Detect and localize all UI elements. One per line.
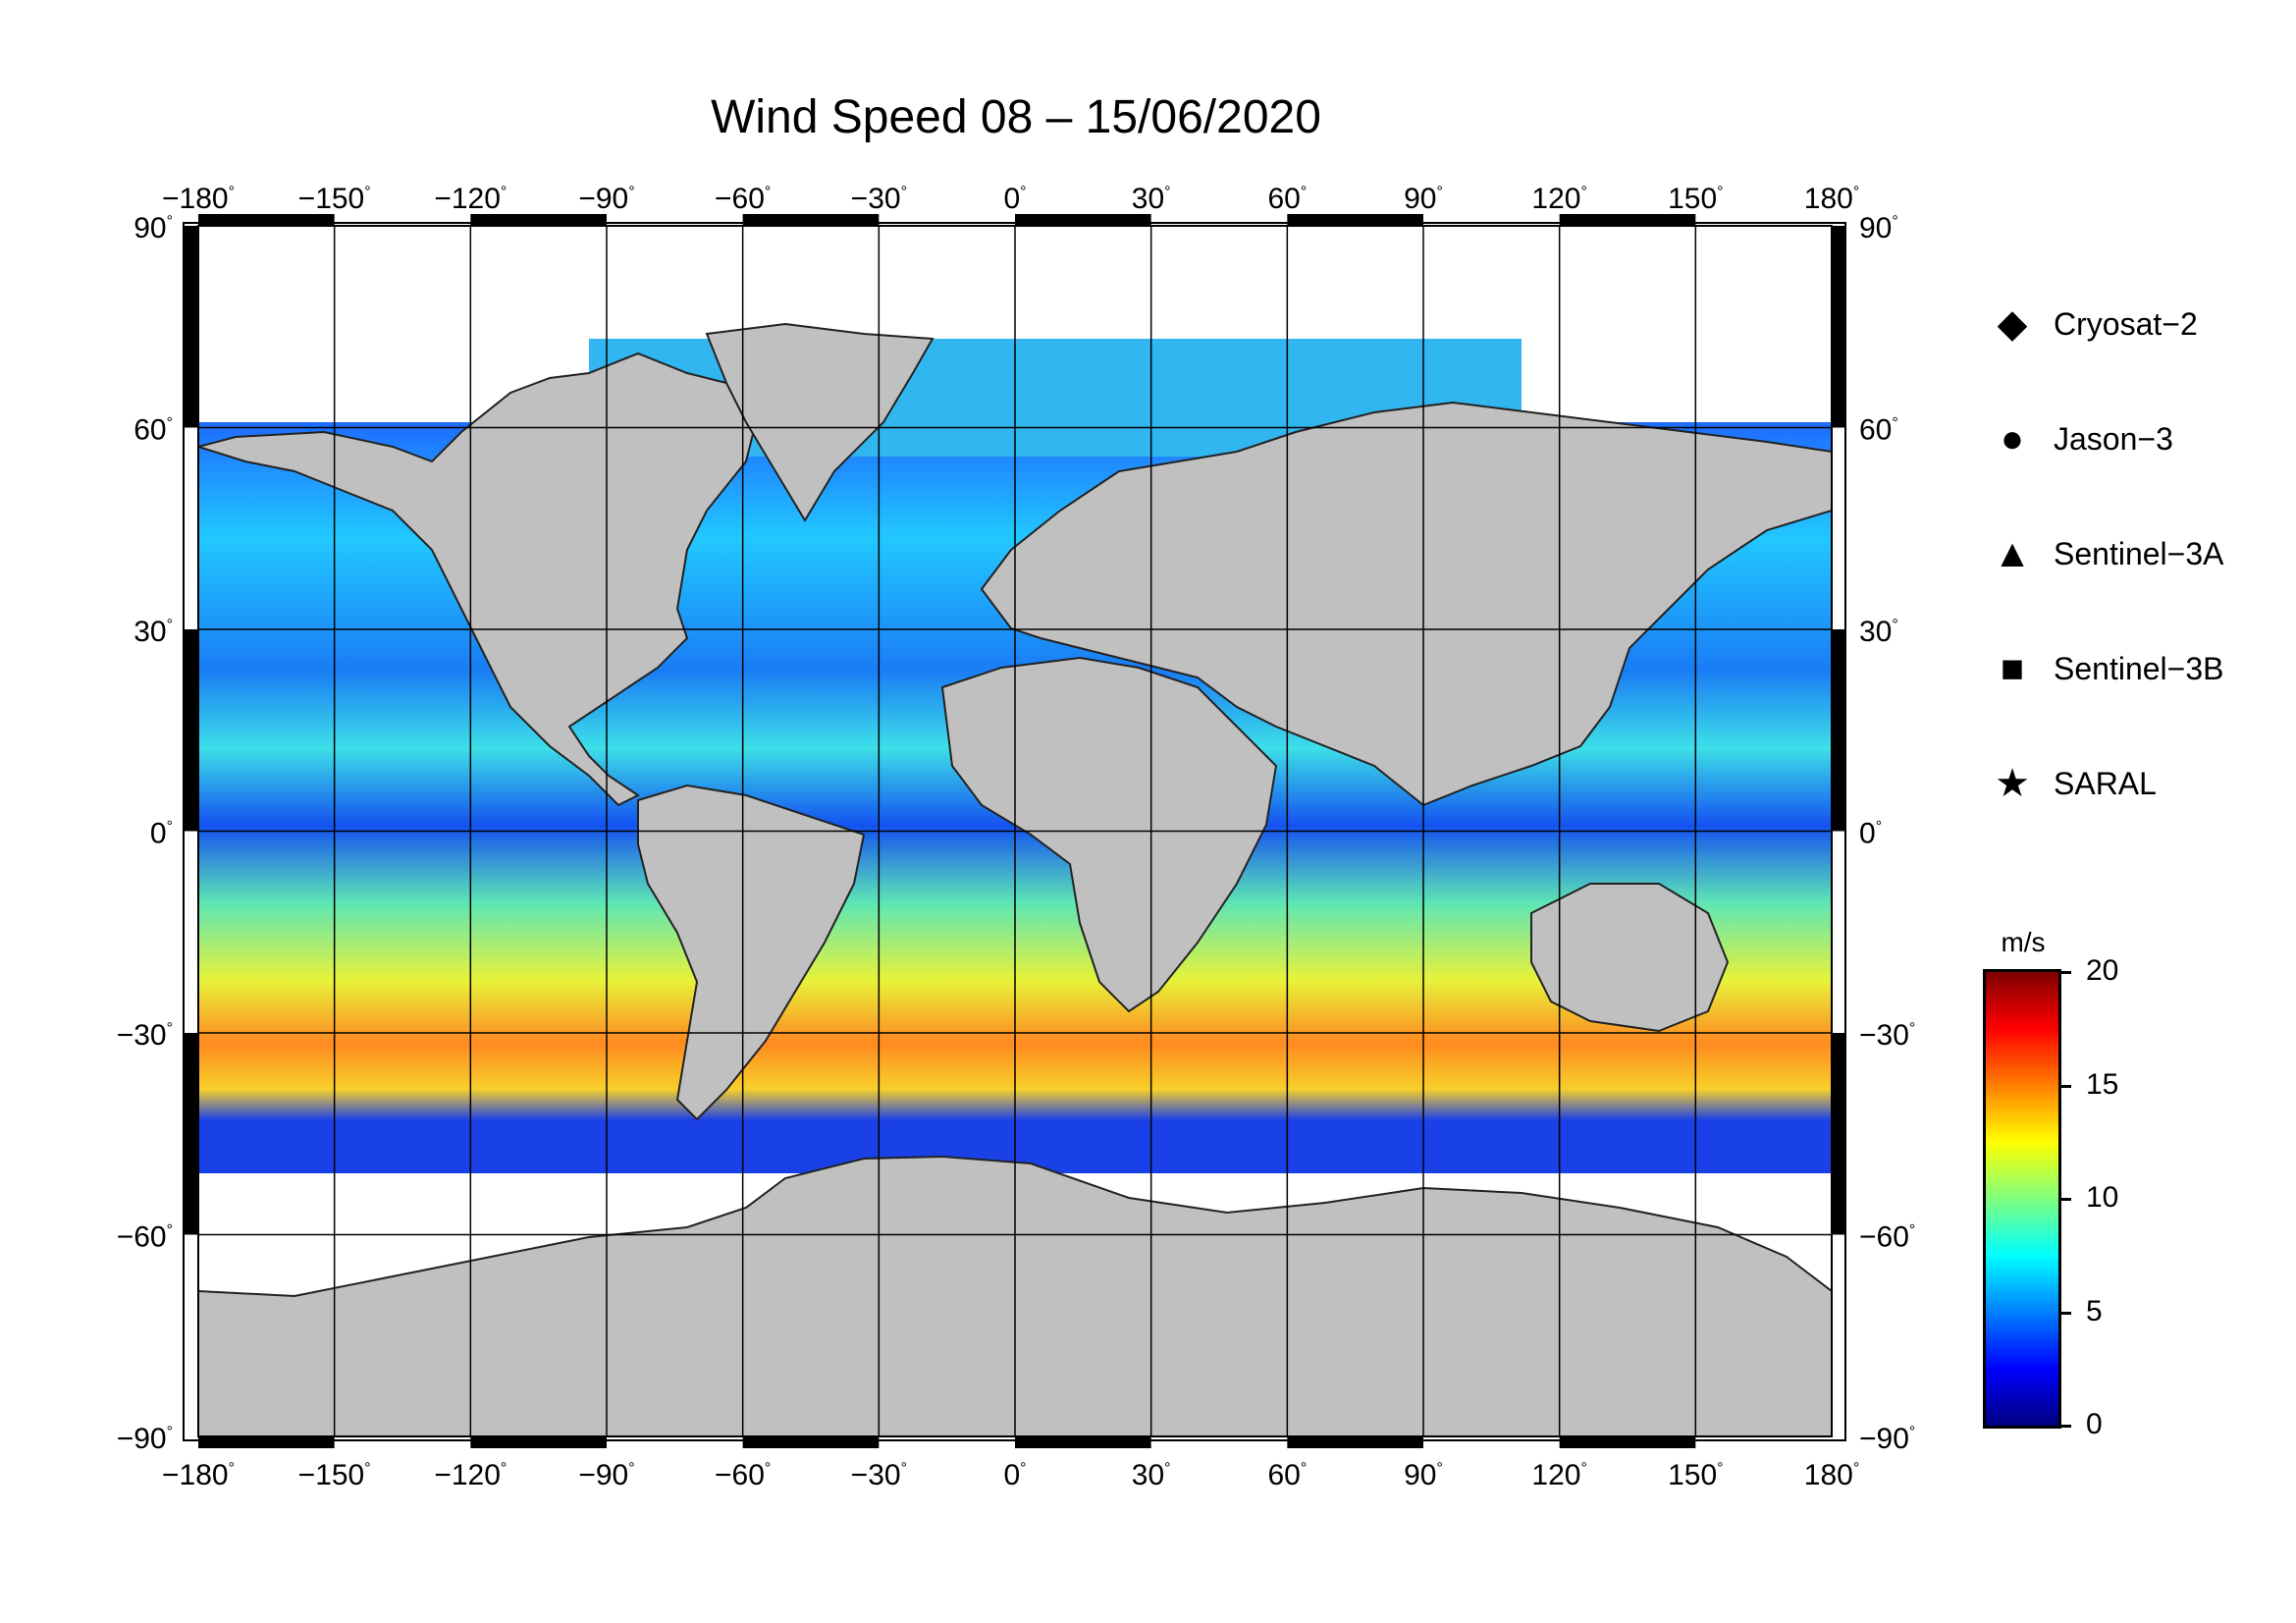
legend-item: ▲ Sentinel−3A bbox=[1983, 524, 2223, 583]
longitude-tick-label: −120° bbox=[434, 1459, 507, 1491]
frame-bar bbox=[1832, 1033, 1845, 1235]
star-icon: ★ bbox=[1995, 762, 2030, 805]
legend-label: Jason−3 bbox=[2054, 420, 2173, 457]
map-frame-outer bbox=[183, 222, 1846, 1441]
colorbar-tick-mark bbox=[2061, 1425, 2071, 1428]
latitude-tick-label: −60° bbox=[1859, 1221, 1915, 1254]
longitude-tick-label: 0° bbox=[1003, 183, 1026, 215]
colorbar-tick-mark bbox=[2061, 1311, 2071, 1315]
south-america-land bbox=[637, 784, 866, 1121]
frame-bar bbox=[470, 214, 607, 226]
latitude-tick-label: 0° bbox=[150, 818, 173, 850]
colorbar-tick-label: 5 bbox=[2086, 1294, 2103, 1327]
frame-bar bbox=[185, 1033, 198, 1235]
frame-bar bbox=[1559, 214, 1696, 226]
longitude-tick-label: 120° bbox=[1531, 183, 1586, 215]
longitude-tick-label: −90° bbox=[578, 1459, 634, 1491]
colorbar-unit: m/s bbox=[2001, 927, 2046, 957]
longitude-tick-label: 180° bbox=[1804, 183, 1859, 215]
colorbar-tick-mark bbox=[2061, 971, 2071, 974]
latitude-tick-label: 90° bbox=[1859, 212, 1898, 244]
longitude-tick-label: −150° bbox=[298, 183, 371, 215]
longitude-tick-label: −30° bbox=[851, 183, 907, 215]
longitude-tick-label: −180° bbox=[162, 1459, 235, 1491]
frame-bar bbox=[1559, 1436, 1696, 1448]
frame-bar bbox=[198, 214, 335, 226]
longitude-tick-label: 60° bbox=[1267, 183, 1307, 215]
frame-bar bbox=[470, 1436, 607, 1448]
diamond-icon: ◆ bbox=[1997, 302, 2028, 346]
frame-bar bbox=[198, 1436, 335, 1448]
longitude-tick-label: 0° bbox=[1003, 1459, 1026, 1491]
frame-bar bbox=[1015, 214, 1151, 226]
longitude-tick-label: −60° bbox=[715, 183, 771, 215]
longitude-tick-label: 180° bbox=[1804, 1459, 1859, 1491]
frame-bar bbox=[1832, 226, 1845, 428]
frame-bar bbox=[742, 214, 880, 226]
legend-item: ◆ Cryosat−2 bbox=[1983, 295, 2198, 353]
frame-bar bbox=[185, 226, 198, 428]
longitude-tick-label: −180° bbox=[162, 183, 235, 215]
longitude-tick-label: 30° bbox=[1132, 1459, 1171, 1491]
frame-bar bbox=[1015, 1436, 1151, 1448]
longitude-tick-label: −120° bbox=[434, 183, 507, 215]
longitude-tick-label: −30° bbox=[851, 1459, 907, 1491]
colorbar-tick-mark bbox=[2061, 1198, 2071, 1201]
longitude-tick-label: −150° bbox=[298, 1459, 371, 1491]
colorbar bbox=[1983, 969, 2061, 1429]
longitude-tick-label: 150° bbox=[1668, 183, 1723, 215]
longitude-tick-label: 150° bbox=[1668, 1459, 1723, 1491]
circle-icon: ● bbox=[2000, 417, 2025, 460]
north-america-land bbox=[198, 352, 758, 807]
colorbar-tick-label: 0 bbox=[2086, 1408, 2103, 1440]
frame-bar bbox=[742, 1436, 880, 1448]
colorbar-tick-label: 10 bbox=[2086, 1181, 2119, 1214]
colorbar-tick-label: 15 bbox=[2086, 1067, 2119, 1101]
longitude-tick-label: 30° bbox=[1132, 183, 1171, 215]
longitude-tick-label: 120° bbox=[1531, 1459, 1586, 1491]
longitude-tick-label: 90° bbox=[1404, 1459, 1443, 1491]
map-title: Wind Speed 08 – 15/06/2020 bbox=[711, 91, 1321, 143]
latitude-tick-label: −60° bbox=[117, 1221, 173, 1254]
latitude-tick-label: 90° bbox=[133, 212, 173, 244]
latitude-tick-label: −90° bbox=[117, 1423, 173, 1455]
colorbar-tick-mark bbox=[2061, 1084, 2071, 1088]
frame-bar bbox=[185, 629, 198, 832]
longitude-tick-label: 60° bbox=[1267, 1459, 1307, 1491]
longitude-tick-label: 90° bbox=[1404, 183, 1443, 215]
latitude-tick-label: 0° bbox=[1859, 818, 1882, 850]
latitude-tick-label: 60° bbox=[1859, 414, 1898, 447]
legend-label: SARAL bbox=[2054, 765, 2157, 801]
australia-land bbox=[1530, 883, 1730, 1033]
legend-label: Sentinel−3B bbox=[2054, 650, 2224, 686]
frame-bar bbox=[1287, 1436, 1423, 1448]
frame-bar bbox=[1287, 214, 1423, 226]
legend-item: ● Jason−3 bbox=[1983, 409, 2173, 468]
eurasia-land bbox=[980, 401, 1832, 807]
colorbar-tick-label: 20 bbox=[2086, 954, 2119, 987]
latitude-tick-label: −30° bbox=[117, 1019, 173, 1052]
triangle-icon: ▲ bbox=[1993, 532, 2032, 575]
latitude-tick-label: 30° bbox=[133, 616, 173, 648]
legend-item: ■ Sentinel−3B bbox=[1983, 639, 2224, 698]
latitude-tick-label: 60° bbox=[133, 414, 173, 447]
legend-label: Cryosat−2 bbox=[2054, 305, 2198, 342]
africa-land bbox=[940, 656, 1278, 1013]
legend-item: ★ SARAL bbox=[1983, 754, 2157, 813]
legend-label: Sentinel−3A bbox=[2054, 535, 2224, 571]
square-icon: ■ bbox=[2000, 647, 2025, 690]
latitude-tick-label: 30° bbox=[1859, 616, 1898, 648]
longitude-tick-label: −60° bbox=[715, 1459, 771, 1491]
latitude-tick-label: −90° bbox=[1859, 1423, 1915, 1455]
longitude-tick-label: −90° bbox=[578, 183, 634, 215]
frame-bar bbox=[1832, 629, 1845, 832]
latitude-tick-label: −30° bbox=[1859, 1019, 1915, 1052]
